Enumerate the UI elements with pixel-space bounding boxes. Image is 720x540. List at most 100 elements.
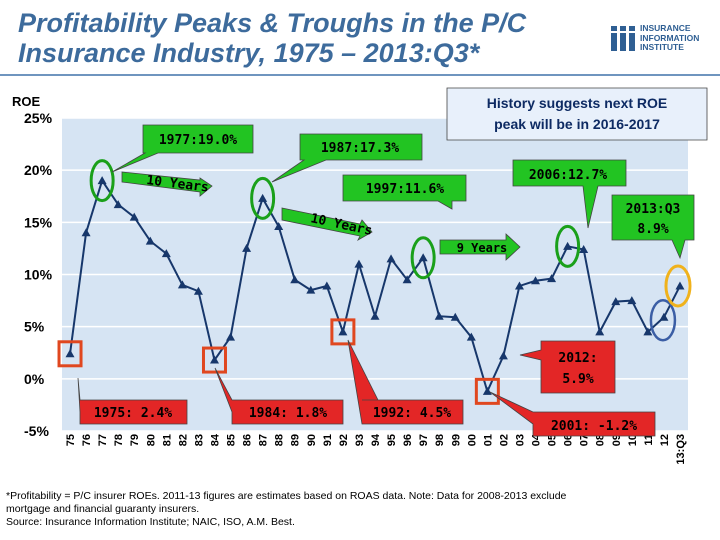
iii-logo: INSURANCE INFORMATION INSTITUTE [610, 22, 710, 58]
x-tick-label: 92 [338, 434, 350, 446]
gap-arrow-1977-1987 [121, 171, 213, 197]
peak-2006-callout [512, 159, 627, 229]
trough-2001-label: 2001: -1.2% [551, 419, 637, 434]
data-point [81, 228, 91, 237]
x-tick-label: 04 [531, 433, 543, 446]
x-tick-label: 99 [450, 434, 462, 446]
data-point [627, 296, 637, 305]
x-tick-label: 82 [177, 434, 189, 446]
y-axis-label: ROE [12, 94, 41, 109]
trough-1984-label: 1984: 1.8% [249, 406, 327, 421]
peak-1997-label: 1997:11.6% [366, 182, 444, 197]
peak-ring [555, 224, 581, 268]
x-tick-label: 02 [498, 434, 510, 446]
gap-arrow-1997-2006 [439, 233, 521, 261]
peak-ring [410, 236, 436, 280]
x-tick-label: 79 [129, 434, 141, 446]
x-tick-label: 97 [418, 434, 430, 446]
data-point [177, 280, 187, 289]
trough-2001-callout [489, 391, 656, 437]
trough-1975-label: 1975: 2.4% [94, 406, 172, 421]
data-point [386, 254, 396, 263]
logo-line-3: INSTITUTE [640, 42, 684, 52]
data-point [226, 332, 236, 341]
trough-box [474, 377, 500, 405]
title-divider [0, 74, 720, 76]
data-point [514, 281, 524, 290]
x-tick-label: 77 [97, 434, 109, 446]
x-tick-label: 00 [466, 434, 478, 446]
gap-arrow-1987-1997 [281, 207, 373, 242]
title-line-1: Profitability Peaks & Troughs in the P/C [18, 8, 527, 38]
data-point [113, 200, 123, 209]
y-tick-label: 0% [24, 371, 45, 387]
data-point [450, 312, 460, 321]
data-point [242, 243, 252, 252]
peak-ring [250, 176, 276, 220]
trough-box [201, 346, 227, 374]
logo-line-1: INSURANCE [640, 23, 691, 33]
data-point [402, 275, 412, 284]
y-axis-ticks: 25% 20% 15% 10% 5% 0% -5% [24, 110, 53, 439]
x-tick-label: 08 [595, 434, 607, 446]
peak-trough-markers [57, 159, 692, 405]
y-tick-label: 15% [24, 214, 53, 230]
roe-series-points [65, 176, 685, 395]
x-tick-label: 90 [306, 434, 318, 446]
history-callout-line-2: peak will be in 2016-2017 [494, 116, 660, 132]
x-tick-label: 01 [482, 434, 494, 446]
page-title: Profitability Peaks & Troughs in the P/C… [18, 8, 578, 68]
gap-label-1997-2006: 9 Years [457, 241, 508, 255]
y-tick-label: -5% [24, 423, 49, 439]
data-point [482, 386, 492, 395]
trough-box [330, 318, 356, 346]
data-point [659, 312, 669, 321]
peak-1997-callout [342, 174, 467, 210]
data-point [145, 236, 155, 245]
x-tick-label: 93 [354, 434, 366, 446]
x-tick-label: 07 [579, 434, 591, 446]
x-tick-label: 09 [611, 434, 623, 446]
footnote-line-2: mortgage and financial guaranty insurers… [6, 503, 200, 515]
data-point [434, 311, 444, 320]
footnote: *Profitability = P/C insurer ROEs. 2011-… [6, 490, 716, 529]
x-tick-label: 81 [161, 434, 173, 446]
x-tick-label: 95 [386, 434, 398, 446]
x-tick-label: 84 [209, 433, 221, 446]
x-tick-label: 03 [514, 434, 526, 446]
x-tick-label: 94 [370, 433, 382, 446]
data-point [354, 259, 364, 268]
trough-ring [649, 299, 677, 342]
x-tick-label: 87 [258, 434, 270, 446]
data-point [193, 286, 203, 295]
trough-1992-callout [347, 339, 464, 425]
data-point [595, 327, 605, 336]
peak-2006-label: 2006:12.7% [529, 168, 607, 183]
peak-1987-callout [271, 133, 423, 183]
y-tick-label: 5% [24, 319, 45, 335]
peak-1977-callout [111, 124, 254, 173]
logo-text: INSURANCE INFORMATION INSTITUTE [640, 23, 699, 53]
data-point [675, 281, 685, 290]
x-tick-label: 12 [659, 434, 671, 446]
data-point [418, 253, 428, 262]
peak-1987-label: 1987:17.3% [321, 141, 399, 156]
y-tick-label: 10% [24, 267, 53, 283]
history-callout-box [446, 87, 708, 141]
x-tick-label: 13:Q3 [675, 434, 687, 465]
x-tick-label: 78 [113, 434, 125, 446]
peak-1977-label: 1977:19.0% [159, 133, 237, 148]
title-line-2: Insurance Industry, 1975 – 2013:Q3* [18, 38, 480, 68]
x-tick-label: 11 [643, 434, 655, 446]
trough-2012-callout [519, 340, 616, 394]
trough-1992-label: 1992: 4.5% [373, 406, 451, 421]
data-point [129, 212, 139, 221]
trough-1984-callout [214, 367, 344, 425]
data-point [370, 311, 380, 320]
x-tick-label: 89 [290, 434, 302, 446]
latest-ring [664, 264, 692, 308]
data-point [579, 244, 589, 253]
x-tick-label: 85 [226, 434, 238, 446]
footnote-line-1: *Profitability = P/C insurer ROEs. 2011-… [6, 490, 567, 502]
data-point [547, 274, 557, 283]
